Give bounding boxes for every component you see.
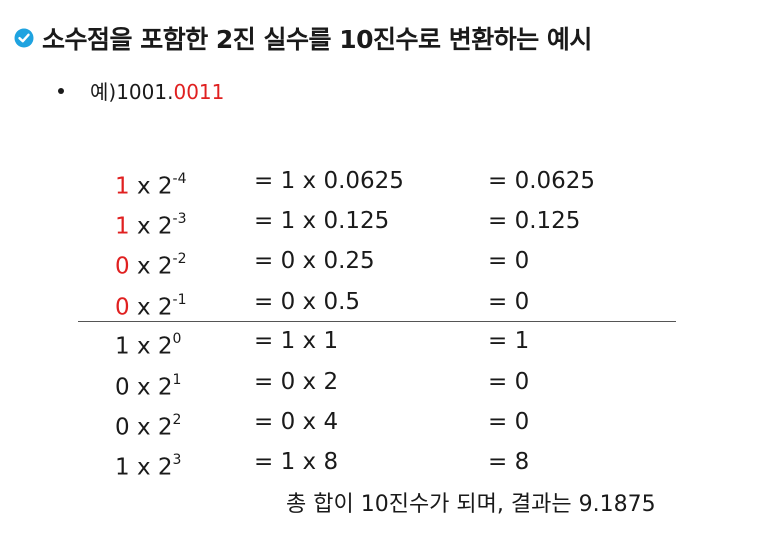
summary-text: 총 합이 10진수가 되며, 결과는 9.1875 [286,492,656,517]
expression-cell: = 1 x 0.125 [254,208,390,234]
times-base: x 2 [129,253,173,280]
bullet-dot [58,88,64,94]
expression-cell: = 1 x 0.0625 [254,168,404,194]
bit-digit: 0 [115,414,130,441]
term-cell: 0 x 2-1 [115,286,186,324]
result-cell: = 8 [488,449,530,475]
check-circle-icon [14,28,34,48]
expression-cell: = 0 x 4 [254,409,339,435]
times-base: x 2 [129,333,173,360]
expression-cell: = 0 x 0.25 [254,248,375,274]
exponent: 0 [172,331,182,347]
times-base: x 2 [129,454,173,481]
term-cell: 1 x 23 [115,446,181,484]
expression-cell: = 1 x 8 [254,449,339,475]
term-cell: 0 x 2-2 [115,245,186,283]
bit-digit: 1 [115,333,130,360]
calc-row: 0 x 22 = 0 x 4 = 0 [0,406,766,446]
exponent: -2 [172,251,187,267]
term-cell: 1 x 2-4 [115,165,186,203]
page-title: 소수점을 포함한 2진 실수를 10진수로 변환하는 예시 [42,25,592,54]
term-cell: 0 x 22 [115,406,181,444]
expression-cell: = 1 x 1 [254,328,339,354]
calc-row: 0 x 2-1 = 0 x 0.5 = 0 [0,286,766,326]
times-base: x 2 [129,173,173,200]
expression-cell: = 0 x 0.5 [254,289,361,315]
result-cell: = 0 [488,289,530,315]
calc-row: 1 x 20 = 1 x 1 = 1 [0,325,766,365]
bit-digit: 1 [115,173,130,200]
bit-digit: 0 [115,253,130,280]
exponent: -3 [172,211,187,227]
term-cell: 1 x 2-3 [115,205,186,243]
times-base: x 2 [129,374,173,401]
example-bullet: 예) 1001. 0011 [58,76,224,105]
result-cell: = 0.125 [488,208,581,234]
exponent: 2 [172,412,182,428]
result-cell: = 0.0625 [488,168,596,194]
calc-row: 0 x 2-2 = 0 x 0.25 = 0 [0,245,766,285]
result-cell: = 0 [488,248,530,274]
exponent: 1 [172,372,182,388]
example-integer-part: 1001. [116,80,174,104]
result-cell: = 0 [488,409,530,435]
result-cell: = 1 [488,328,530,354]
exponent: -1 [172,292,187,308]
times-base: x 2 [129,414,173,441]
calc-row: 1 x 2-3 = 1 x 0.125 = 0.125 [0,205,766,245]
exponent: 3 [172,452,182,468]
bit-digit: 0 [115,374,130,401]
exponent: -4 [172,171,187,187]
calc-row: 1 x 23 = 1 x 8 = 8 [0,446,766,486]
times-base: x 2 [129,294,173,321]
term-cell: 0 x 21 [115,366,181,404]
expression-cell: = 0 x 2 [254,369,339,395]
bit-digit: 1 [115,454,130,481]
calc-row: 1 x 2-4 = 1 x 0.0625 = 0.0625 [0,165,766,205]
title-row: 소수점을 포함한 2진 실수를 10진수로 변환하는 예시 [14,20,592,56]
result-cell: = 0 [488,369,530,395]
term-cell: 1 x 20 [115,325,181,363]
bit-digit: 1 [115,213,130,240]
example-fraction-part: 0011 [173,80,225,104]
bit-digit: 0 [115,294,130,321]
integer-fraction-divider [78,321,676,322]
calc-row: 0 x 21 = 0 x 2 = 0 [0,366,766,406]
times-base: x 2 [129,213,173,240]
example-prefix: 예) [90,80,117,104]
